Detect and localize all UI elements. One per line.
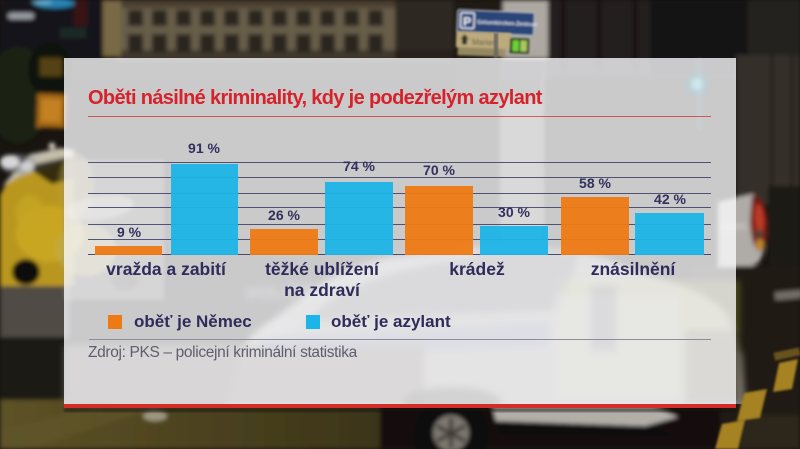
svg-text:Gelsenkirchen-Zentrum: Gelsenkirchen-Zentrum bbox=[477, 20, 538, 29]
svg-text:P: P bbox=[463, 15, 472, 29]
svg-text:Marien: Marien bbox=[472, 38, 497, 48]
